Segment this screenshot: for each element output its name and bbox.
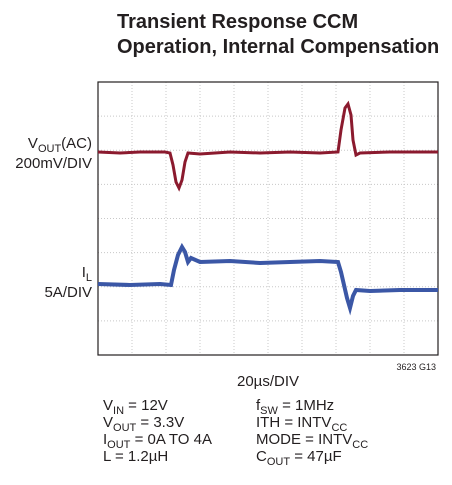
text-part: f — [256, 397, 261, 414]
current-trace — [97, 242, 438, 316]
condition: IOUT = 0A TO 4A — [103, 431, 212, 451]
title-line: Operation, Internal Compensation — [117, 36, 439, 58]
text-part: = 47µF — [290, 448, 342, 465]
grid — [98, 82, 438, 355]
subscript: OUT — [107, 439, 131, 451]
time-scale: 20µs/DIV — [237, 373, 299, 390]
subscript: IN — [113, 405, 124, 417]
subscript: CC — [331, 422, 347, 434]
channel-scale: 200mV/DIV — [15, 155, 92, 172]
text-part: V — [103, 397, 113, 414]
subscript: OUT — [267, 456, 291, 468]
condition: MODE = INTVCC — [256, 431, 368, 451]
condition: VIN = 12V — [103, 397, 168, 417]
text-part: MODE = INTV — [256, 431, 352, 448]
text-part: C — [256, 448, 267, 465]
text-part: ITH = INTV — [256, 414, 331, 431]
text-part: V — [103, 414, 113, 431]
text-part: L = 1.2µH — [103, 448, 168, 465]
condition: L = 1.2µH — [103, 448, 168, 465]
text-part: (AC) — [61, 135, 92, 152]
subscript: L — [86, 272, 92, 284]
figure-id: 3623 G13 — [396, 362, 436, 372]
text-part: V — [28, 135, 38, 152]
title-line: Transient Response CCM — [117, 11, 358, 33]
text-part: = 1MHz — [278, 397, 334, 414]
subscript: CC — [352, 439, 368, 451]
text-part: I — [82, 264, 86, 281]
condition: COUT = 47µF — [256, 448, 342, 468]
text-part: = 3.3V — [136, 414, 184, 431]
channel-scale: 5A/DIV — [44, 284, 92, 301]
text-part: I — [103, 431, 107, 448]
voltage-trace — [97, 100, 438, 192]
text-part: = 12V — [124, 397, 168, 414]
channel-label: VOUT(AC) — [28, 135, 92, 155]
condition: fSW = 1MHz — [256, 397, 334, 417]
subscript: OUT — [38, 143, 62, 155]
plot-frame — [97, 81, 439, 356]
subscript: SW — [260, 405, 278, 417]
channel-label: IL — [82, 264, 92, 284]
text-part: = 0A TO 4A — [130, 431, 212, 448]
condition: VOUT = 3.3V — [103, 414, 184, 434]
subscript: OUT — [113, 422, 137, 434]
condition: ITH = INTVCC — [256, 414, 347, 434]
